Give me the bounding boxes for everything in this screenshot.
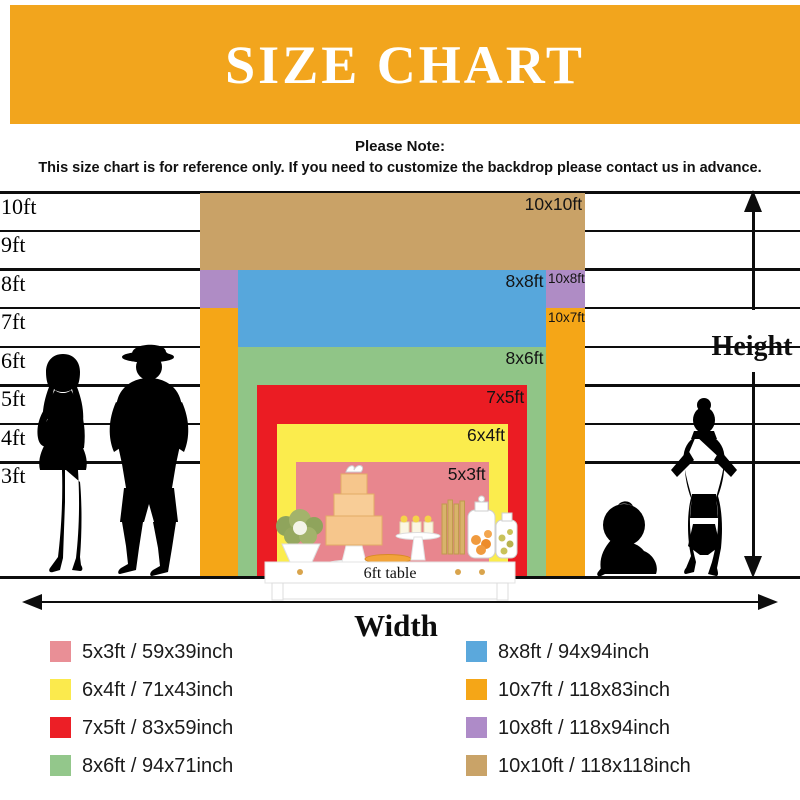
- legend-label: 10x8ft / 118x94inch: [498, 717, 670, 739]
- legend-swatch-icon: [466, 679, 487, 700]
- size-label-10x8ft: 10x8ft: [548, 271, 585, 287]
- woman-silhouette: [37, 354, 87, 573]
- table-size-label: 6ft table: [364, 565, 417, 582]
- legend-swatch-icon: [466, 717, 487, 738]
- height-arrow-down-icon: [744, 556, 762, 578]
- candy-jar-icon: [467, 495, 518, 559]
- legend-label: 6x4ft / 71x43inch: [82, 679, 234, 701]
- width-axis-label: Width: [354, 608, 438, 643]
- baby-silhouette: [597, 501, 657, 577]
- wafer-sticks-icon: [441, 499, 465, 555]
- size-label-8x8ft: 8x8ft: [505, 271, 544, 292]
- axis-tick-label-4ft: 4ft: [1, 424, 26, 450]
- height-axis-label: Height: [711, 331, 793, 362]
- tiered-cake-icon: [325, 465, 383, 569]
- axis-tick-label-3ft: 3ft: [1, 463, 26, 489]
- axis-tick-label-7ft: 7ft: [1, 309, 26, 335]
- height-arrow-line: [752, 372, 755, 558]
- legend-label: 7x5ft / 83x59inch: [82, 717, 234, 739]
- legend-label: 5x3ft / 59x39inch: [82, 641, 234, 663]
- legend-swatch-icon: [50, 679, 71, 700]
- flower-arrangement-icon: [276, 509, 323, 563]
- legend-swatch-icon: [50, 755, 71, 776]
- legend-label: 10x10ft / 118x118inch: [498, 755, 691, 777]
- width-arrow-right-icon: [758, 594, 778, 610]
- height-arrow-line: [752, 210, 755, 310]
- size-label-6x4ft: 6x4ft: [467, 425, 505, 446]
- size-label-8x6ft: 8x6ft: [505, 348, 544, 369]
- table-icon: 6ft table: [264, 561, 516, 601]
- width-arrow-line: [38, 600, 760, 604]
- cupcake-stand-icon: [395, 515, 441, 561]
- header-banner: SIZE CHART: [10, 5, 800, 124]
- width-arrow-left-icon: [22, 594, 42, 610]
- axis-tick-label-8ft: 8ft: [1, 270, 26, 296]
- size-label-5x3ft: 5x3ft: [447, 463, 486, 484]
- legend-swatch-icon: [50, 641, 71, 662]
- man-silhouette: [109, 344, 189, 576]
- note-heading: Please Note:: [354, 138, 446, 155]
- woman-hands-on-hips-silhouette: [671, 398, 737, 576]
- legend-label: 8x6ft / 94x71inch: [82, 755, 234, 777]
- legend-swatch-icon: [466, 755, 487, 776]
- legend-label: 8x8ft / 94x94inch: [498, 641, 650, 663]
- size-label-10x10ft: 10x10ft: [524, 194, 583, 214]
- axis-tick-label-6ft: 6ft: [1, 347, 26, 373]
- height-arrow-up-icon: [744, 190, 762, 212]
- size-label-7x5ft: 7x5ft: [486, 386, 525, 407]
- legend-swatch-icon: [50, 717, 71, 738]
- axis-tick-label-9ft: 9ft: [1, 232, 26, 258]
- dessert-table-scene: 6ft table: [264, 465, 518, 601]
- axis-tick-label-5ft: 5ft: [1, 386, 26, 412]
- page-title: SIZE CHART: [225, 34, 585, 95]
- axis-tick-label-10ft: 10ft: [1, 193, 37, 219]
- size-label-10x7ft: 10x7ft: [548, 309, 585, 325]
- legend-swatch-icon: [466, 641, 487, 662]
- legend-label: 10x7ft / 118x83inch: [498, 679, 670, 701]
- note-body: This size chart is for reference only. I…: [38, 160, 762, 176]
